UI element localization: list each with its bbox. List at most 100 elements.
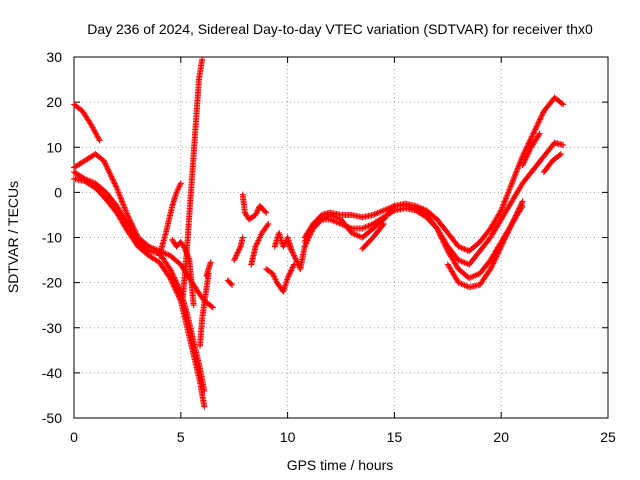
data-point [538,113,545,120]
y-tick-label: 10 [46,139,62,155]
data-point [494,251,501,258]
data-point [442,242,449,249]
data-point [435,228,442,235]
data-point [173,287,180,294]
data-point [495,249,502,256]
data-point [125,214,132,221]
data-point [438,235,445,242]
data-point [508,220,515,227]
data-point [488,263,495,270]
data-point [556,151,563,158]
chart-title: Day 236 of 2024, Sidereal Day-to-day VTE… [87,21,593,37]
data-point [558,151,565,158]
data-point [171,284,178,291]
data-point [436,229,443,236]
data-point [503,232,510,239]
data-point [102,162,109,169]
data-point [167,267,174,274]
data-point [496,246,503,253]
data-point [175,283,182,290]
data-marks [71,56,567,410]
data-point [506,225,513,232]
x-tick-label: 20 [493,429,509,445]
data-point [510,216,517,223]
data-point [169,279,176,286]
data-point [490,260,497,267]
data-point [102,160,109,167]
data-point [490,259,497,266]
data-point [523,144,530,151]
data-point [507,223,514,230]
data-point [526,139,533,146]
data-point [173,280,180,287]
data-point [514,209,521,216]
data-point [488,264,495,271]
data-point [535,132,542,139]
data-point [112,182,119,189]
data-point [201,403,208,410]
data-point [436,231,443,238]
data-point [513,211,520,218]
x-tick-label: 25 [600,429,616,445]
x-tick-label: 15 [387,429,403,445]
data-point [500,237,507,244]
data-point [527,136,534,143]
data-point [113,183,120,190]
data-point [497,208,504,215]
data-point [208,303,215,310]
data-point [504,229,511,236]
data-point [264,222,271,229]
data-point [170,282,177,289]
data-point [229,281,236,288]
data-point [535,119,542,126]
data-point [500,239,507,246]
y-tick-label: -30 [42,320,62,336]
data-point [199,56,206,63]
data-point [173,278,180,285]
data-point [171,274,178,281]
data-point [530,129,537,136]
data-point [510,218,517,225]
data-point [169,280,176,287]
data-point [167,276,174,283]
data-point [532,126,539,133]
data-point [440,238,447,245]
data-point [107,172,114,179]
data-point [497,244,504,251]
data-point [111,179,118,186]
data-point [516,204,523,211]
x-axis-label: GPS time / hours [287,457,394,473]
y-tick-label: 0 [54,184,62,200]
data-point [492,256,499,263]
data-point [169,271,176,278]
data-point [536,130,543,137]
data-point [380,220,387,227]
data-point [494,250,501,257]
data-point [127,218,134,225]
data-point [126,216,133,223]
data-point [441,240,448,247]
data-point [265,220,272,227]
data-point [518,199,525,206]
data-point [536,116,543,123]
data-point [560,101,567,108]
data-point [502,235,509,242]
data-point [124,211,131,218]
y-tick-label: -50 [42,410,62,426]
data-point [109,176,116,183]
data-point [100,157,107,164]
data-point [209,304,216,311]
data-point [379,222,386,229]
data-point [487,266,494,273]
data-point [170,273,177,280]
y-tick-label: 30 [46,49,62,65]
data-point [537,115,544,122]
data-point [108,174,115,181]
data-point [498,242,505,249]
data-point [438,233,445,240]
data-point [177,296,184,303]
data-point [440,239,447,246]
data-point [176,294,183,301]
data-point [207,259,214,266]
